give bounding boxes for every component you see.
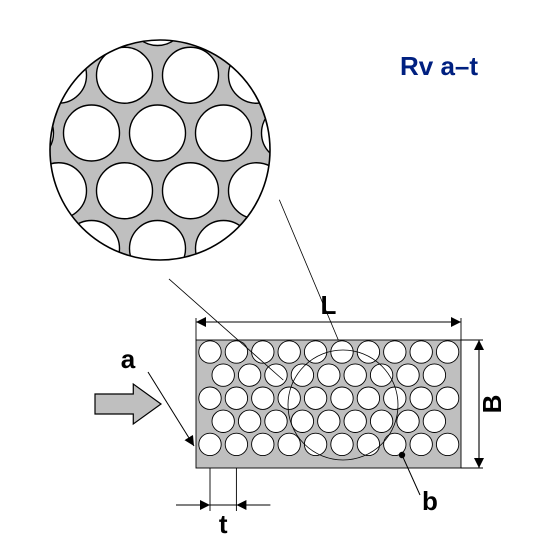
title: Rv a–t <box>400 51 478 81</box>
zoom-view <box>0 0 455 308</box>
label-b: b <box>422 486 438 516</box>
direction-arrow <box>95 384 161 424</box>
label-a: a <box>121 344 136 374</box>
label-B: B <box>477 395 507 414</box>
dot-b <box>399 452 405 458</box>
perforated-sheet <box>196 340 461 468</box>
label-L: L <box>321 290 337 320</box>
label-t: t <box>219 509 228 539</box>
perforation-diagram: Rv a–t L Bt a b <box>0 0 550 550</box>
